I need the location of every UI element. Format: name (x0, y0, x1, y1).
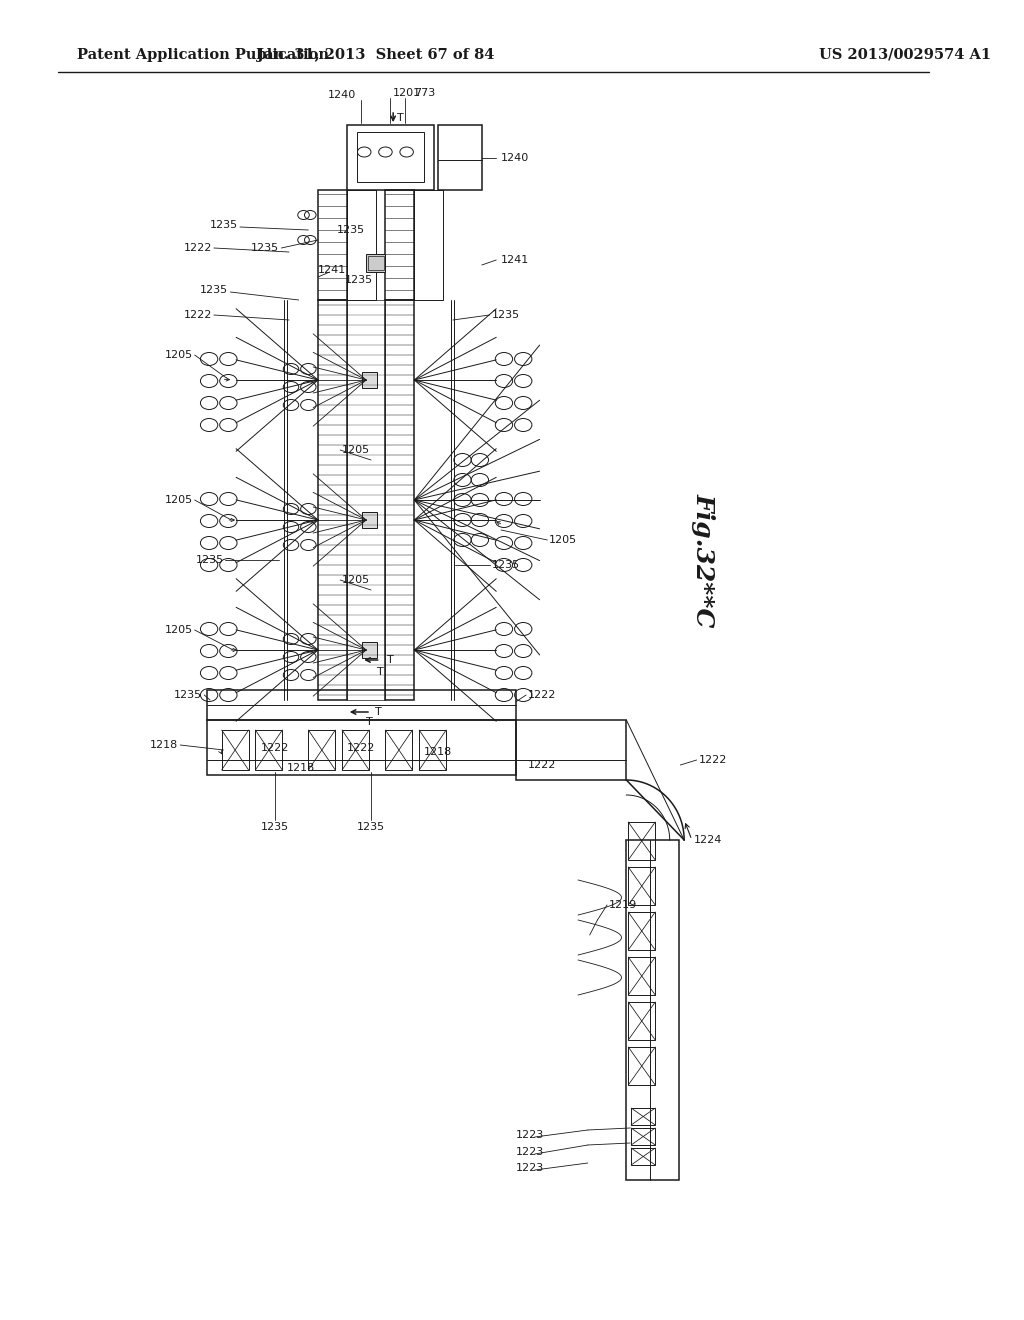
Text: 1235: 1235 (345, 275, 373, 285)
Text: 1222: 1222 (260, 743, 289, 752)
Bar (255, 730, 283, 770)
Text: 1235: 1235 (357, 822, 385, 832)
Text: 1235: 1235 (201, 285, 228, 294)
Text: T: T (366, 717, 373, 727)
Bar (629, 1002, 655, 1040)
Bar (631, 1129, 655, 1144)
Text: 1205: 1205 (165, 495, 193, 506)
Bar (415, 190, 443, 300)
Bar (629, 1047, 655, 1085)
Text: 1235: 1235 (251, 243, 280, 253)
Bar (629, 957, 655, 995)
Text: 1219: 1219 (609, 900, 637, 909)
Text: 1205: 1205 (342, 445, 371, 455)
Bar (207, 719, 515, 775)
Text: 1222: 1222 (698, 755, 727, 766)
Bar (629, 912, 655, 950)
Text: 1205: 1205 (549, 535, 578, 545)
Text: 1223: 1223 (516, 1130, 544, 1140)
Text: 1235: 1235 (196, 554, 223, 565)
Text: 1223: 1223 (516, 1163, 544, 1173)
Bar (438, 125, 482, 190)
Bar (629, 822, 655, 861)
Bar (356, 132, 424, 182)
Text: 1235: 1235 (210, 220, 238, 230)
Bar (362, 642, 377, 657)
Text: Patent Application Publication: Patent Application Publication (77, 48, 329, 62)
Text: 1235: 1235 (260, 822, 289, 832)
Text: 1240: 1240 (501, 153, 529, 162)
Bar (318, 190, 347, 300)
Text: 1218: 1218 (287, 763, 314, 774)
Text: 1222: 1222 (183, 310, 212, 319)
Text: 1222: 1222 (347, 743, 376, 752)
Bar (318, 300, 347, 700)
Text: 1222: 1222 (183, 243, 212, 253)
Bar (629, 867, 655, 906)
Text: 1235: 1235 (174, 690, 203, 700)
Text: 1224: 1224 (694, 836, 722, 845)
Bar (347, 190, 376, 300)
Text: 1205: 1205 (165, 350, 193, 360)
Text: 1235: 1235 (337, 224, 366, 235)
Text: Jan. 31, 2013  Sheet 67 of 84: Jan. 31, 2013 Sheet 67 of 84 (257, 48, 495, 62)
Text: 1235: 1235 (492, 310, 519, 319)
Text: 1201: 1201 (393, 88, 421, 98)
Bar (347, 300, 385, 700)
Text: US 2013/0029574 A1: US 2013/0029574 A1 (819, 48, 991, 62)
Text: Fig.32**C: Fig.32**C (691, 492, 716, 627)
Text: T: T (377, 667, 384, 677)
Bar (362, 372, 377, 388)
Text: 1218: 1218 (150, 741, 178, 750)
Text: 1218: 1218 (424, 747, 453, 756)
Text: 1222: 1222 (528, 760, 556, 770)
Bar (631, 1107, 655, 1125)
Bar (515, 719, 627, 780)
Text: T: T (396, 114, 403, 123)
Bar (385, 730, 413, 770)
Bar (362, 512, 377, 528)
Bar (347, 125, 433, 190)
Bar (207, 690, 515, 719)
Text: 1223: 1223 (516, 1147, 544, 1158)
Text: 1241: 1241 (501, 255, 529, 265)
Bar (385, 300, 415, 700)
Bar (368, 256, 384, 271)
Bar (221, 730, 249, 770)
Bar (627, 840, 679, 1180)
Text: 1240: 1240 (329, 90, 356, 100)
Text: 1241: 1241 (318, 265, 346, 275)
Bar (631, 1148, 655, 1166)
Text: 1222: 1222 (528, 690, 556, 700)
Text: 1235: 1235 (492, 560, 519, 570)
Text: T: T (376, 708, 382, 717)
Bar (385, 190, 415, 300)
Text: 1205: 1205 (165, 624, 193, 635)
Bar (342, 730, 369, 770)
Bar (308, 730, 335, 770)
Bar (419, 730, 446, 770)
Bar (367, 253, 385, 272)
Text: 1205: 1205 (342, 576, 371, 585)
Text: T: T (387, 655, 393, 665)
Text: 773: 773 (415, 88, 435, 98)
